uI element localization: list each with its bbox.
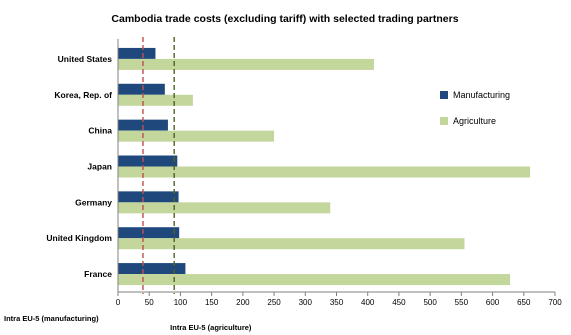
legend: Manufacturing Agriculture [440,90,510,126]
x-tick-label: 600 [486,298,500,307]
agriculture-bar [118,166,531,178]
x-tick-label: 500 [423,298,437,307]
x-tick-label: 550 [455,298,469,307]
category-label: France [84,269,112,279]
manufacturing-bar [118,47,156,59]
x-tick-label: 650 [517,298,531,307]
reference-line-label: Intra EU-5 (manufacturing) [4,314,99,323]
agriculture-bar [118,130,275,142]
manufacturing-bar [118,227,180,239]
agriculture-bar [118,202,331,214]
legend-swatch [440,91,448,99]
manufacturing-bar [118,155,178,167]
category-label: China [88,126,112,136]
chart-title: Cambodia trade costs (excluding tariff) … [111,13,458,25]
x-tick-label: 350 [330,298,344,307]
category-label: United Kingdom [46,233,112,243]
agriculture-bar [118,58,374,70]
manufacturing-bar [118,263,186,275]
legend-swatch [440,117,448,125]
x-tick-label: 300 [299,298,313,307]
x-tick-label: 250 [267,298,281,307]
legend-label: Agriculture [453,116,496,126]
x-tick-label: 700 [548,298,562,307]
category-label: Japan [87,162,112,172]
agriculture-bar [118,238,465,250]
reference-line-label: Intra EU-5 (agriculture) [170,323,252,332]
x-tick-label: 400 [361,298,375,307]
x-tick-label: 0 [116,298,121,307]
category-label: Korea, Rep. of [54,90,112,100]
manufacturing-bar [118,83,165,95]
x-tick-label: 150 [205,298,219,307]
category-label: United States [58,54,113,64]
category-label: Germany [75,197,112,207]
manufacturing-bar [118,191,179,203]
x-tick-label: 100 [174,298,188,307]
x-tick-label: 50 [145,298,154,307]
x-tick-label: 200 [236,298,250,307]
x-tick-label: 450 [392,298,406,307]
legend-label: Manufacturing [453,90,510,100]
agriculture-bar [118,274,511,286]
agriculture-bar [118,94,193,106]
plot-area: United States Korea, Rep. of China Japan Ger… [4,37,562,332]
